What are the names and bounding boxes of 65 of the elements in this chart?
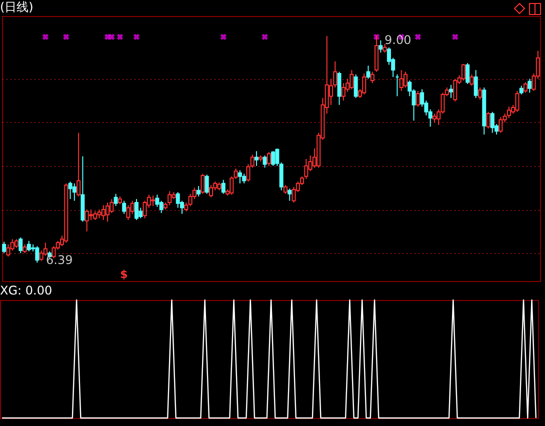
candlestick — [271, 150, 276, 166]
chart-title: (日线) — [0, 0, 34, 14]
candlestick — [254, 150, 259, 166]
candlestick — [114, 193, 118, 207]
candlestick — [250, 154, 254, 168]
candlestick — [18, 236, 23, 254]
candlestick — [238, 170, 242, 184]
candlestick — [399, 70, 404, 92]
annotation: 6.39 — [46, 253, 73, 267]
candlestick — [461, 63, 466, 82]
candlestick — [84, 209, 89, 232]
candlestick — [490, 111, 494, 134]
annotation: 9.00 — [384, 33, 412, 48]
candlestick — [76, 132, 81, 197]
candlestick — [126, 204, 130, 220]
annotation: $ — [120, 268, 128, 281]
candlestick — [341, 82, 346, 102]
candlestick — [378, 40, 383, 54]
candlestick — [354, 74, 358, 98]
candlestick — [474, 70, 478, 98]
candlestick — [366, 65, 370, 80]
candlestick — [266, 151, 271, 166]
candlestick — [88, 209, 93, 220]
candlestick — [337, 71, 342, 106]
candlestick — [2, 241, 6, 254]
candlestick — [498, 116, 503, 134]
candlestick — [26, 240, 31, 252]
candlestick — [362, 73, 366, 95]
candlestick — [470, 74, 474, 86]
candlestick — [528, 78, 532, 94]
candlestick — [466, 62, 470, 84]
chart-title: XG: 0.00 — [0, 283, 52, 298]
candlestick — [168, 190, 172, 206]
candlestick — [134, 198, 138, 220]
candlestick — [262, 154, 267, 168]
candlestick — [106, 202, 110, 222]
candlestick — [35, 246, 40, 264]
candlestick — [246, 164, 250, 182]
candlestick — [208, 184, 213, 198]
candlestick — [159, 200, 164, 214]
candlestick — [204, 174, 209, 194]
candlestick — [101, 204, 106, 220]
candlestick — [370, 71, 374, 84]
candlestick — [288, 188, 292, 202]
candlestick — [515, 90, 520, 112]
candlestick — [478, 86, 482, 100]
candlestick — [151, 195, 156, 207]
candlestick — [6, 244, 10, 258]
candlestick — [506, 106, 511, 118]
candlestick — [524, 82, 528, 94]
candlestick — [68, 181, 72, 200]
candlestick — [200, 173, 205, 194]
candlestick — [350, 70, 354, 90]
candlestick — [196, 185, 201, 197]
candlestick — [242, 173, 246, 184]
candlestick — [221, 179, 226, 194]
candlestick — [453, 78, 458, 102]
candlestick — [130, 200, 134, 214]
candlestick — [122, 200, 126, 214]
candlestick — [155, 194, 160, 208]
candlestick — [416, 90, 420, 108]
candlestick — [72, 182, 76, 202]
candlestick — [486, 111, 490, 129]
candlestick — [449, 84, 454, 98]
candlestick — [404, 71, 408, 88]
